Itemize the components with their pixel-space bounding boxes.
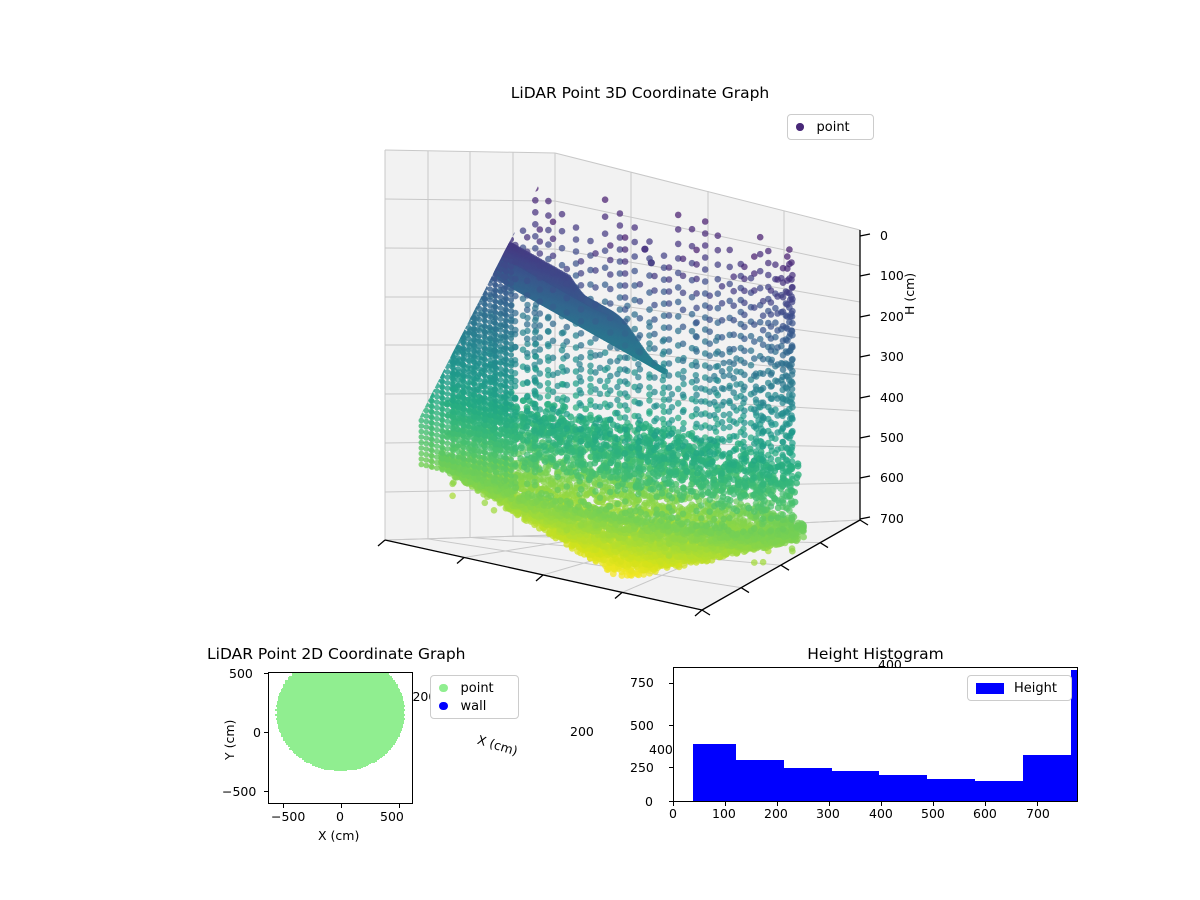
histogram-bar bbox=[927, 779, 975, 801]
tickmark-x2d-0 bbox=[283, 804, 284, 808]
tick-z3d-1: 100 bbox=[880, 268, 904, 283]
tickmark-y2d-1 bbox=[264, 732, 268, 733]
tick-xhist-0: 0 bbox=[669, 806, 677, 821]
tickmark-xhist-4 bbox=[881, 802, 882, 806]
lidar-3d-axes[interactable]: −400 −200 0 200 400 X (cm) −400 −200 0 2… bbox=[330, 140, 950, 640]
tick-xhist-2: 200 bbox=[764, 806, 788, 821]
tickmark-xhist-2 bbox=[777, 802, 778, 806]
histogram-bar bbox=[784, 768, 832, 801]
tickmark-xhist-1 bbox=[725, 802, 726, 806]
lidar-3d-plot bbox=[330, 140, 950, 640]
tick-z3d-3: 300 bbox=[880, 349, 904, 364]
legend-label-height: Height bbox=[1014, 681, 1057, 696]
tick-y2d-2: −500 bbox=[222, 784, 256, 799]
tickmark-yhist-3 bbox=[669, 683, 673, 684]
tickmark-xhist-7 bbox=[1037, 802, 1038, 806]
histogram-bar bbox=[879, 775, 927, 801]
tick-x3d-4: 400 bbox=[649, 742, 673, 757]
legend-label-wall-2d: wall bbox=[461, 699, 487, 714]
tickmark-xhist-3 bbox=[829, 802, 830, 806]
tickmark-x2d-1 bbox=[341, 804, 342, 808]
legend-item-point[interactable]: point bbox=[796, 120, 865, 135]
tick-xhist-7: 700 bbox=[1026, 806, 1050, 821]
tick-z3d-0: 0 bbox=[880, 228, 888, 243]
legend-label-point-2d: point bbox=[461, 681, 494, 696]
point-marker-icon bbox=[796, 123, 804, 131]
histogram-bar bbox=[736, 760, 784, 801]
tick-z3d-5: 500 bbox=[880, 430, 904, 445]
tick-xhist-5: 500 bbox=[921, 806, 945, 821]
tick-x3d-3: 200 bbox=[570, 724, 594, 739]
legend-2d[interactable]: point wall bbox=[430, 675, 519, 719]
tickmark-y2d-2 bbox=[264, 791, 268, 792]
histogram-bar bbox=[832, 771, 880, 801]
tick-z3d-7: 700 bbox=[880, 511, 904, 526]
tick-z3d-4: 400 bbox=[880, 390, 904, 405]
height-patch-icon bbox=[976, 683, 1004, 694]
tick-yhist-3: 750 bbox=[630, 675, 654, 690]
axis-label-y2d: Y (cm) bbox=[222, 720, 237, 760]
tick-x2d-0: −500 bbox=[271, 809, 305, 824]
axis-label-x3d: X (cm) bbox=[476, 732, 520, 758]
legend-item-point-2d[interactable]: point bbox=[439, 681, 510, 696]
legend-label-point: point bbox=[817, 120, 850, 135]
axis-label-z3d: H (cm) bbox=[902, 273, 917, 315]
histogram-bar bbox=[1023, 755, 1071, 801]
tick-y2d-0: 500 bbox=[229, 666, 253, 681]
tickmark-xhist-6 bbox=[985, 802, 986, 806]
histogram-title: Height Histogram bbox=[673, 645, 1078, 663]
wall-marker-icon bbox=[439, 702, 448, 711]
tickmark-xhist-5 bbox=[933, 802, 934, 806]
legend-histogram[interactable]: Height bbox=[967, 675, 1072, 701]
histogram-bar bbox=[693, 744, 736, 801]
tick-yhist-1: 250 bbox=[630, 760, 654, 775]
tick-xhist-1: 100 bbox=[712, 806, 736, 821]
legend-item-wall-2d[interactable]: wall bbox=[439, 699, 510, 714]
legend-3d[interactable]: point bbox=[787, 114, 874, 140]
histogram-bar bbox=[975, 781, 1023, 801]
tickmark-yhist-1 bbox=[669, 767, 673, 768]
tick-z3d-2: 200 bbox=[880, 309, 904, 324]
legend-item-height[interactable]: Height bbox=[976, 681, 1063, 696]
page-title: LiDAR Point 3D Coordinate Graph bbox=[330, 84, 950, 102]
tick-yhist-2: 500 bbox=[630, 718, 654, 733]
tick-yhist-0: 0 bbox=[645, 794, 653, 809]
figure-canvas: LiDAR Point 3D Coordinate Graph bbox=[0, 0, 1200, 900]
lidar-2d-axes[interactable] bbox=[268, 672, 413, 804]
tick-xhist-6: 600 bbox=[973, 806, 997, 821]
z-tick-marks-3d bbox=[860, 234, 870, 519]
tickmark-yhist-2 bbox=[669, 725, 673, 726]
axis-label-x2d: X (cm) bbox=[318, 828, 359, 843]
scatter-band bbox=[334, 769, 347, 771]
lidar-2d-title: LiDAR Point 2D Coordinate Graph bbox=[207, 645, 493, 663]
point-marker-icon bbox=[439, 684, 448, 693]
tick-xhist-4: 400 bbox=[869, 806, 893, 821]
tick-z3d-6: 600 bbox=[880, 470, 904, 485]
tick-y2d-1: 0 bbox=[253, 725, 261, 740]
tick-x2d-1: 0 bbox=[336, 809, 344, 824]
tick-x2d-2: 500 bbox=[380, 809, 404, 824]
tickmark-y2d-0 bbox=[264, 673, 268, 674]
tickmark-x2d-2 bbox=[399, 804, 400, 808]
tick-xhist-3: 300 bbox=[816, 806, 840, 821]
tickmark-xhist-0 bbox=[673, 802, 674, 806]
